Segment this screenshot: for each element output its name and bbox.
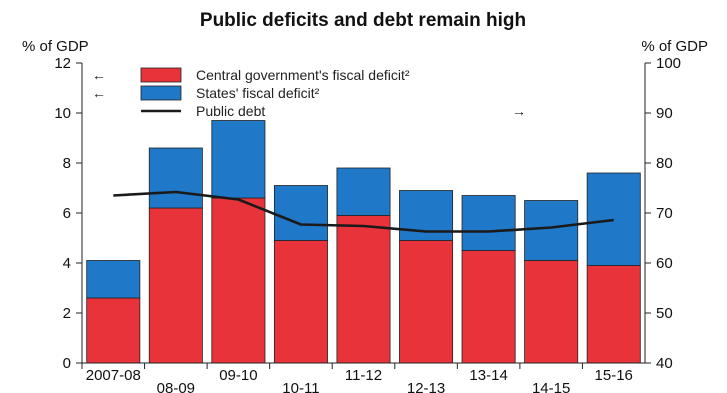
y-left-tick-6: 6 xyxy=(63,205,71,222)
x-tick-12-13: 12-13 xyxy=(407,380,445,393)
bar-central-14-15 xyxy=(524,260,579,364)
bar-states-11-12 xyxy=(336,167,391,216)
x-tick-09-10: 09-10 xyxy=(219,367,257,384)
y-right-tick-90: 90 xyxy=(656,105,673,122)
y-left-axis-label: % of GDP xyxy=(22,38,89,55)
bars-layer xyxy=(86,120,641,364)
bar-states-2007-08 xyxy=(86,260,141,299)
x-tick-11-12: 11-12 xyxy=(345,367,382,384)
y-right-tick-60: 60 xyxy=(656,255,673,272)
legend-arrow-left: ← xyxy=(92,67,106,83)
legend-item-1: ← States' fiscal deficit² xyxy=(92,85,320,101)
y-left-tick-2: 2 xyxy=(63,305,71,322)
x-tick-13-14: 13-14 xyxy=(469,367,507,384)
bar-central-2007-08 xyxy=(86,297,141,364)
bar-central-15-16 xyxy=(586,265,641,364)
bar-states-10-11 xyxy=(273,185,328,241)
y-left-tick-0: 0 xyxy=(63,355,71,372)
legend-item-2: → Public debt xyxy=(141,103,526,119)
legend-arrow-right: → xyxy=(512,103,526,119)
legend-swatch-0 xyxy=(140,67,182,83)
y-right-axis-label: % of GDP xyxy=(641,38,708,55)
y-left-tick-12: 12 xyxy=(54,55,71,72)
bar-central-11-12 xyxy=(336,215,391,364)
y-right-tick-80: 80 xyxy=(656,155,673,172)
bar-central-13-14 xyxy=(461,250,516,364)
y-right-tick-100: 100 xyxy=(656,55,681,72)
legend-item-0: ← Central government's fiscal deficit² xyxy=(92,67,410,83)
y-left-tick-4: 4 xyxy=(63,255,71,272)
legend-arrow-left: ← xyxy=(92,85,106,101)
legend-swatch-1 xyxy=(140,85,182,101)
legend-label-0: Central government's fiscal deficit² xyxy=(196,67,410,83)
y-left-tick-10: 10 xyxy=(54,105,71,122)
bar-central-08-09 xyxy=(148,207,203,364)
bar-central-12-13 xyxy=(399,240,454,364)
axes-layer: 0 2 4 6 8 10 12 40 50 60 70 80 90 100 2007-08 08-09 09-1… xyxy=(54,55,681,393)
x-tick-2007-08: 2007-08 xyxy=(86,367,141,384)
legend: ← Central government's fiscal deficit² ← St… xyxy=(92,67,526,119)
bar-states-09-10 xyxy=(211,120,266,199)
legend-label-1: States' fiscal deficit² xyxy=(196,85,320,101)
chart-title: Public deficits and debt remain high xyxy=(200,10,526,31)
bar-central-10-11 xyxy=(273,240,328,364)
y-right-tick-70: 70 xyxy=(656,205,673,222)
bar-states-12-13 xyxy=(399,190,454,241)
legend-label-2: Public debt xyxy=(196,103,265,119)
y-left-tick-8: 8 xyxy=(63,155,71,172)
y-right-tick-50: 50 xyxy=(656,305,673,322)
bar-central-09-10 xyxy=(211,197,266,364)
bar-states-13-14 xyxy=(461,195,516,251)
x-tick-14-15: 14-15 xyxy=(532,380,570,393)
x-tick-10-11: 10-11 xyxy=(282,380,319,393)
bar-states-15-16 xyxy=(586,172,641,266)
debt-line-layer xyxy=(113,190,614,233)
bar-states-08-09 xyxy=(148,147,203,209)
y-right-tick-40: 40 xyxy=(656,355,673,372)
x-tick-08-09: 08-09 xyxy=(157,380,195,393)
x-tick-15-16: 15-16 xyxy=(595,367,633,384)
public-debt-line xyxy=(113,190,614,233)
bar-states-14-15 xyxy=(524,200,579,261)
